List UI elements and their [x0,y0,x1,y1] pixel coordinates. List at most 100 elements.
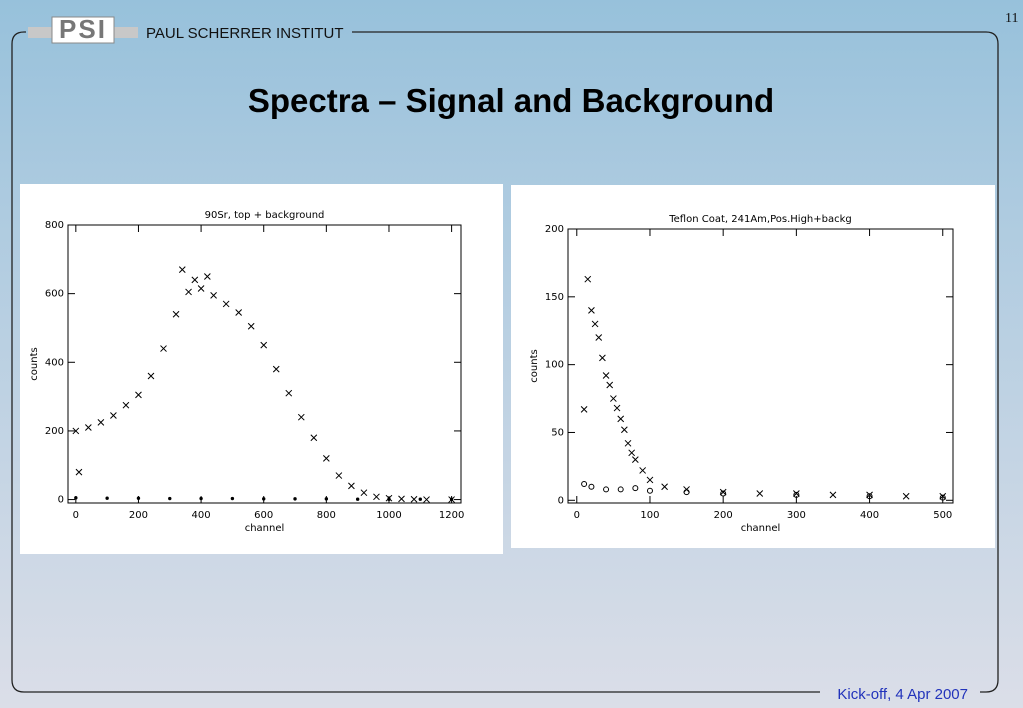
point [324,497,329,501]
point [602,372,610,379]
point [939,494,946,501]
point [603,486,610,493]
point [683,489,690,496]
point [617,486,624,493]
point [191,276,199,284]
point [285,389,293,397]
point [293,497,297,501]
point [222,300,230,308]
point [606,381,614,389]
point [449,497,454,501]
point [793,491,800,498]
point [661,483,668,491]
y-tick-label: 200 [45,426,64,437]
point [829,491,837,499]
point [591,320,599,328]
y-axis-label: counts [29,347,40,380]
slide-frame [11,31,999,693]
point [72,427,80,435]
point [322,455,330,462]
point [110,412,117,419]
point [720,490,727,497]
x-axis-label: channel [245,523,285,534]
point [423,496,430,503]
page-number: 11 [1005,11,1018,26]
point [866,493,873,500]
point [631,456,639,463]
point [75,468,83,476]
x-tick-label: 200 [714,510,733,521]
point [297,413,305,421]
point [203,273,211,280]
x-tick-label: 400 [860,510,879,521]
chart-title: 90Sr, top + background [205,210,325,221]
plot-frame [567,228,954,504]
point [260,341,268,349]
point [373,493,380,501]
point [410,495,418,503]
slide-title: Spectra – Signal and Background [248,82,774,119]
point [168,496,172,501]
point [197,285,205,292]
point [136,496,141,500]
point [247,322,255,330]
chart-panel [511,185,995,548]
footer: Kick-off, 4 Apr 2007 [837,686,968,703]
x-tick-label: 300 [787,510,806,521]
y-tick-label: 400 [45,357,64,368]
x-tick-label: 200 [129,510,148,521]
point [617,415,625,423]
plot-frame [67,224,462,504]
point [632,485,639,492]
y-axis-label: counts [529,349,540,382]
point [646,476,654,484]
point [418,497,422,501]
point [639,467,647,474]
point [210,292,217,299]
x-tick-label: 400 [192,510,211,521]
y-tick-label: 0 [58,495,64,506]
point [398,495,405,503]
point [105,496,109,500]
logo: PSI [59,14,107,44]
point [387,497,391,501]
point [613,404,621,412]
point [584,275,592,283]
point [902,492,910,500]
point [272,365,280,373]
point [756,490,764,497]
point [628,449,636,457]
point [580,406,588,413]
y-tick-label: 50 [551,427,564,438]
y-tick-label: 800 [45,220,64,231]
x-tick-label: 0 [73,510,79,521]
point [348,482,355,490]
point [588,483,595,490]
point [74,496,78,500]
x-tick-label: 800 [317,510,336,521]
x-tick-label: 1200 [439,510,464,521]
logo-box [51,16,115,44]
point [335,472,343,479]
point [595,334,603,341]
point [588,307,595,314]
chart-title: Teflon Coat, 241Am,Pos.High+backg [668,214,852,225]
point [135,391,142,399]
x-tick-label: 0 [574,510,580,521]
point [599,354,606,362]
point [199,496,203,501]
point [178,266,186,273]
point [262,497,266,501]
y-tick-label: 600 [45,289,64,300]
plots: 90Sr, top + background channel counts 0 200 4… [20,184,995,554]
x-tick-label: 100 [640,510,659,521]
y-tick-label: 0 [558,495,564,506]
chart-panel [20,184,503,554]
point [147,372,155,380]
point [610,395,617,402]
y-tick-label: 150 [545,292,564,303]
point [624,439,632,447]
x-axis-label: channel [741,523,781,534]
